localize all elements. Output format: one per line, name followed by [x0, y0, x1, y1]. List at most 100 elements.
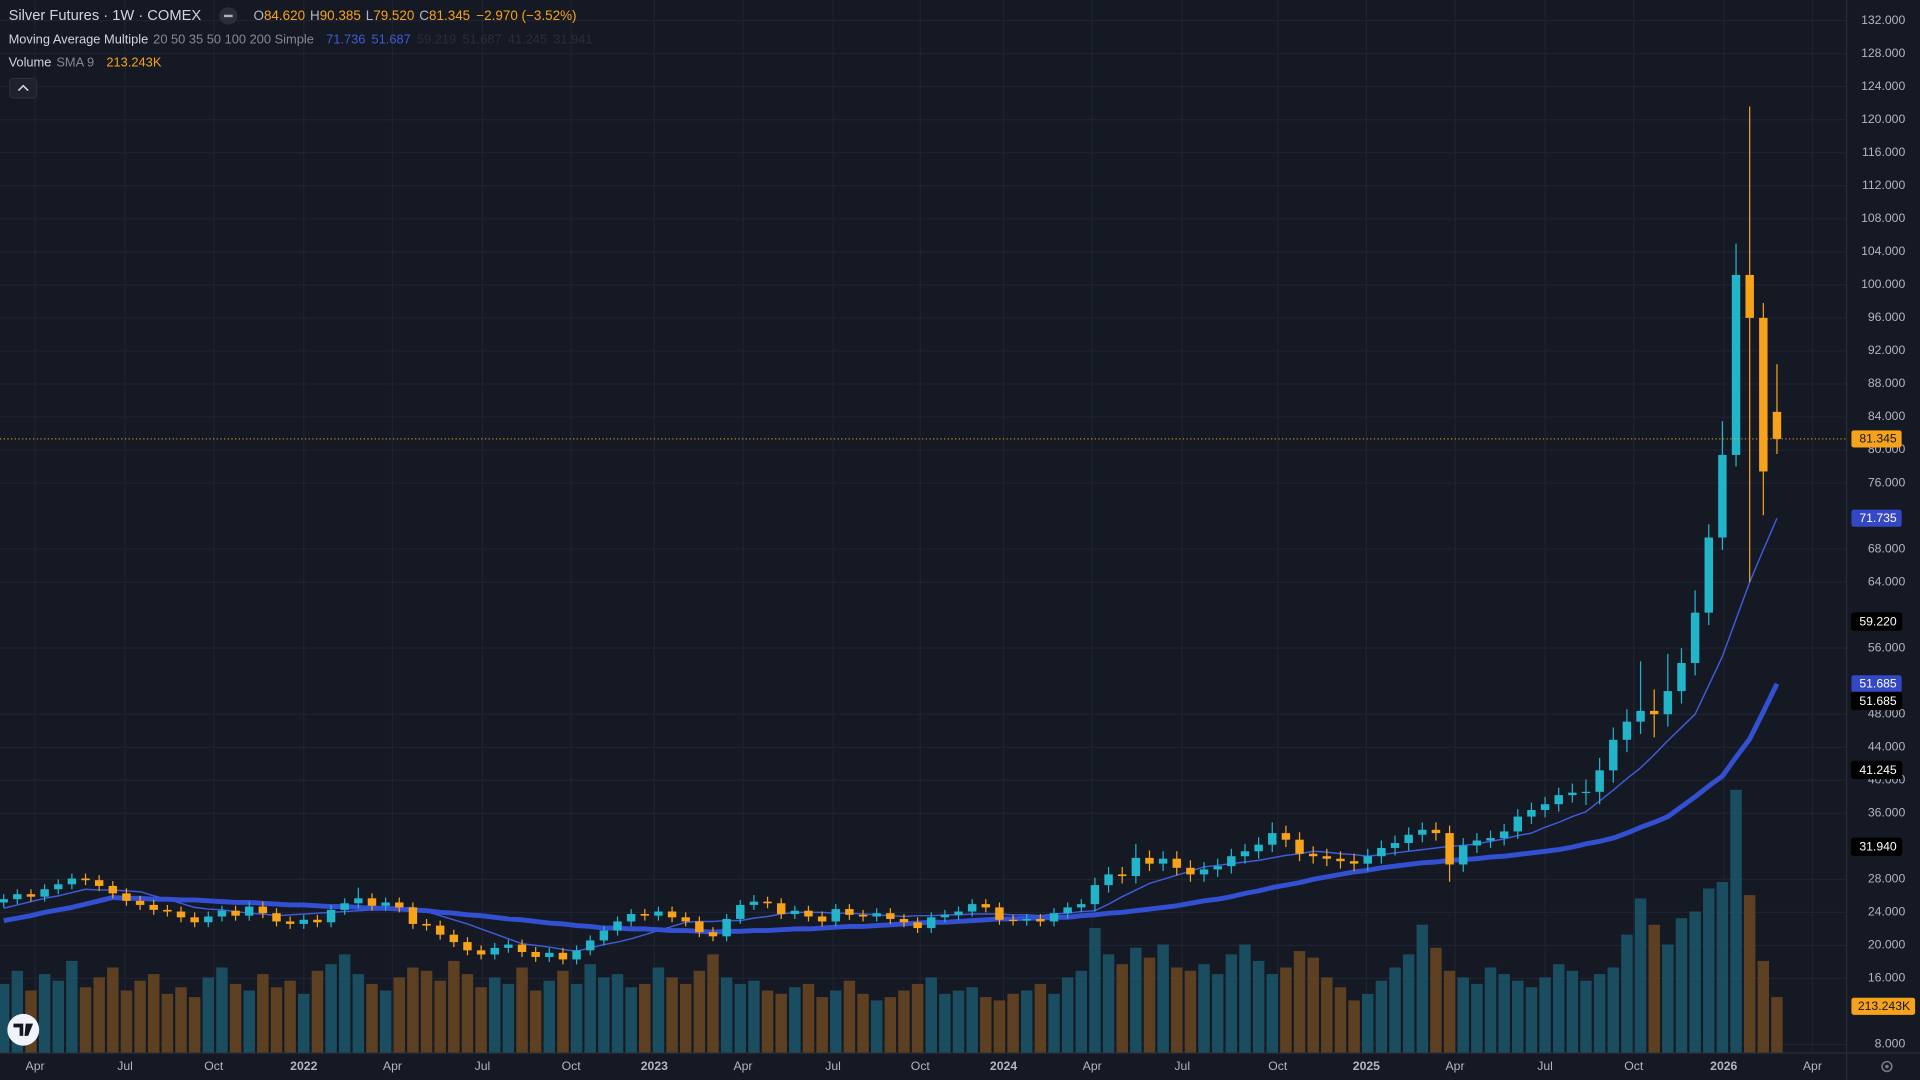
volume-bar [1757, 960, 1770, 1054]
volume-bar [1689, 911, 1701, 1054]
settings-button[interactable] [1881, 1060, 1893, 1073]
volume-bar [352, 974, 365, 1054]
candle-body [1718, 454, 1727, 538]
candle-body [1636, 710, 1645, 722]
x-tick-label: Jul [1537, 1059, 1553, 1073]
grid [0, 0, 1847, 1054]
x-tick-label: Jul [117, 1059, 133, 1073]
ohlc-legend: O84.620 H90.385 L79.520 C81.345 −2.970 (−3.5… [253, 7, 576, 22]
candle-body [1527, 809, 1536, 817]
candle-body [149, 904, 158, 910]
x-tick-label: Apr [1803, 1059, 1822, 1073]
candle-body [763, 901, 772, 904]
price-badge [1851, 675, 1902, 693]
candle-body [517, 944, 527, 952]
price-change: −2.970 (−3.52%) [476, 7, 576, 22]
candle-body [490, 947, 499, 955]
candle-body [258, 906, 268, 914]
candles [0, 106, 1847, 965]
candle-body [1595, 770, 1604, 792]
y-tick-label: 108.000 [1861, 211, 1905, 225]
ohlc-key: H [310, 7, 320, 22]
volume-bar [830, 990, 842, 1054]
ohlc-value: 90.385 [320, 7, 361, 22]
volume-bar [1034, 983, 1047, 1054]
volume-bar [1552, 964, 1565, 1054]
candle-body [1090, 885, 1100, 905]
candle-body [1049, 913, 1059, 922]
volume-bar [1730, 789, 1742, 1054]
x-tick-label: Apr [26, 1059, 45, 1073]
candle-body [122, 893, 131, 901]
x-tick-label: Apr [383, 1059, 402, 1073]
volume-bar [461, 974, 474, 1054]
moving-average-line [3, 682, 1780, 935]
candle-body [1077, 904, 1086, 908]
volume-bar [1402, 954, 1415, 1054]
candle-body [26, 894, 36, 897]
indicator-name: Volume [9, 55, 52, 70]
y-tick-label: 120.000 [1861, 112, 1905, 126]
candle-body [845, 909, 854, 915]
volume-bar [134, 980, 146, 1054]
x-tick-label: 2022 [290, 1059, 317, 1073]
candle-body [558, 952, 568, 960]
ohlc-key: L [366, 7, 374, 22]
candle-body [1268, 833, 1277, 845]
x-tick-label: 2024 [990, 1059, 1017, 1073]
volume-bar [1280, 967, 1292, 1054]
gear [1881, 1060, 1893, 1073]
candle-body [67, 878, 77, 885]
candle-body [354, 898, 363, 904]
volume-bar [843, 980, 856, 1054]
volume-bar [502, 983, 515, 1054]
y-tick-label: 44.000 [1868, 739, 1906, 753]
candle-body [995, 907, 1004, 920]
volume-bar [1252, 960, 1265, 1054]
indicator-params: 20 50 35 50 100 200 Simple [153, 32, 314, 47]
volume-bar [925, 977, 937, 1054]
candle-body [1745, 274, 1754, 318]
x-tick-label: Apr [733, 1059, 752, 1073]
volume-bar [270, 987, 283, 1054]
candle-body [176, 911, 186, 918]
volume-bar [1266, 974, 1278, 1054]
candle-body [1172, 858, 1182, 868]
volume-bar [1362, 993, 1374, 1054]
volume-pane [0, 789, 1783, 1054]
volume-bar [1498, 974, 1510, 1054]
volume-bar [298, 993, 310, 1054]
volume-bar [816, 997, 828, 1054]
volume-bar [1116, 964, 1128, 1054]
candle-body [1445, 833, 1454, 865]
indicator-value: 51.687 [462, 32, 501, 47]
candle-body [1649, 710, 1659, 715]
indicator-name: Moving Average Multiple [9, 32, 149, 47]
candle-body [1459, 845, 1468, 865]
volume-bar [1484, 967, 1497, 1054]
candle-body [163, 909, 172, 912]
volume-bar [775, 993, 787, 1054]
volume-bar [1075, 970, 1088, 1054]
volume-bar [379, 990, 392, 1054]
volume-bar [243, 990, 255, 1054]
volume-bar [338, 954, 351, 1054]
volume-bar [1743, 895, 1756, 1054]
volume-bar [489, 977, 501, 1054]
candle-body [1254, 844, 1263, 852]
candle-body [886, 913, 895, 919]
candle-body [1690, 612, 1700, 664]
collapse-button[interactable] [9, 77, 38, 99]
candle-body [1677, 663, 1686, 692]
volume-bar [898, 990, 910, 1054]
candle-body [217, 910, 227, 917]
candle-body [722, 918, 731, 937]
price-badge-label: 51.685 [1859, 694, 1897, 708]
tradingview-logo[interactable] [7, 1013, 40, 1046]
x-tick-label: 2025 [1353, 1059, 1380, 1073]
candle-body [913, 922, 922, 929]
candle-body [313, 919, 322, 923]
volume-bar [1389, 967, 1401, 1054]
volume-bar [1566, 970, 1579, 1054]
candle-body [340, 903, 349, 910]
